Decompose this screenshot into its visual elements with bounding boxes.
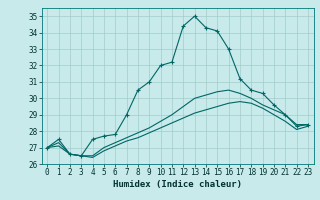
X-axis label: Humidex (Indice chaleur): Humidex (Indice chaleur) [113, 180, 242, 189]
